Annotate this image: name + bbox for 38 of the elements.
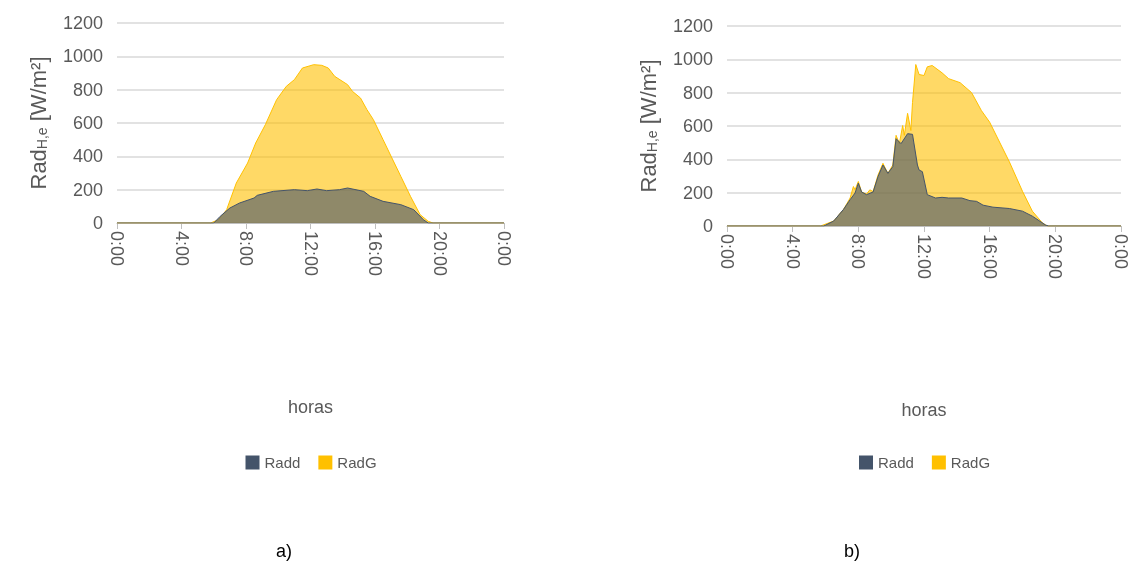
- x-tick-label: 0:00: [717, 234, 737, 270]
- x-tick-label: 12:00: [300, 231, 321, 277]
- y-tick-label: 600: [72, 113, 103, 133]
- x-tick-label: 0:00: [107, 231, 127, 267]
- legend-label: RadG: [337, 454, 377, 471]
- y-tick-label: 200: [682, 182, 713, 203]
- y-tick-label: 600: [682, 116, 713, 136]
- y-tick-label: 1000: [62, 46, 103, 67]
- text: b): [844, 541, 861, 561]
- y-tick-label: 800: [72, 79, 103, 100]
- y-tick-label: 1200: [62, 13, 103, 33]
- x-tick-label: 16:00: [365, 231, 385, 277]
- x-tick-label: 16:00: [979, 234, 1000, 280]
- x-tick-label: 12:00: [914, 234, 934, 280]
- x-tick-label: 4:00: [782, 234, 803, 270]
- y-tick-label: 0: [702, 216, 713, 236]
- x-tick-label: 20:00: [429, 231, 450, 277]
- x-tick-label: 4:00: [171, 231, 192, 267]
- x-tick-label: 0:00: [1111, 234, 1131, 270]
- x-tick-label: 8:00: [236, 231, 256, 267]
- legend-label: Radd: [264, 454, 301, 471]
- text: a): [276, 541, 293, 561]
- x-tick-label: 0:00: [494, 231, 514, 267]
- y-tick-label: 1200: [672, 16, 713, 36]
- x-tick-label: 8:00: [848, 234, 869, 270]
- legend-label: RadG: [950, 454, 991, 471]
- y-tick-label: 1000: [672, 49, 713, 70]
- y-tick-label: 0: [92, 213, 103, 233]
- y-tick-label: 800: [682, 82, 713, 103]
- y-tick-label: 400: [72, 146, 103, 167]
- legend-label: Radd: [878, 454, 914, 471]
- x-axis-title: horas: [901, 400, 947, 420]
- y-tick-label: 400: [682, 149, 713, 170]
- x-axis-title: horas: [287, 397, 334, 417]
- y-axis-title: RadH,e [W/m²]: [25, 56, 51, 190]
- y-axis-title: RadH,e [W/m²]: [635, 59, 661, 193]
- x-tick-label: 20:00: [1045, 234, 1066, 280]
- y-tick-label: 200: [72, 179, 103, 200]
